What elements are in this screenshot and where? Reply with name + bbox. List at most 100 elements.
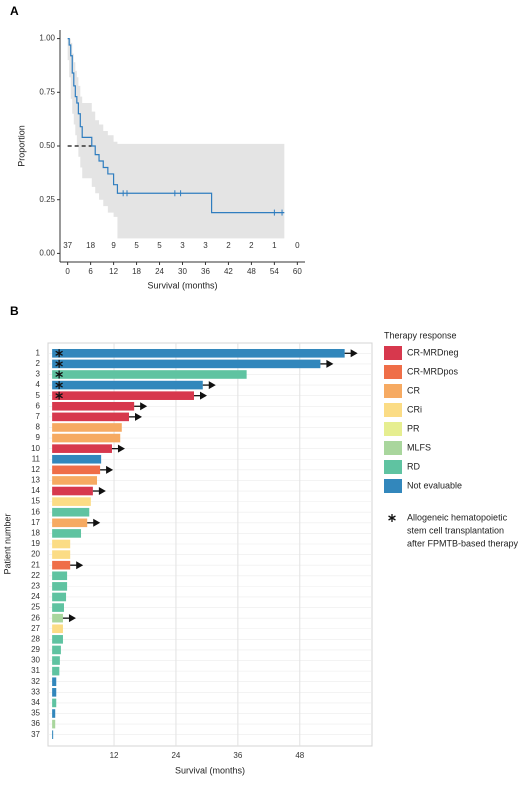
legend-transplant-label: stem cell transplantation <box>407 525 504 535</box>
bar <box>52 698 57 708</box>
bar <box>52 465 101 475</box>
at-risk-count: 3 <box>203 241 208 250</box>
legend-label: CRi <box>407 404 422 414</box>
at-risk-count: 2 <box>249 241 254 250</box>
legend-label: CR-MRDneg <box>407 347 459 357</box>
legend-swatch <box>384 422 402 436</box>
y-tick-label: 1 <box>36 348 41 357</box>
y-tick-label: 15 <box>31 497 40 506</box>
y-tick-label: 37 <box>31 730 40 739</box>
at-risk-count: 3 <box>180 241 185 250</box>
x-tick-label: 24 <box>171 751 180 760</box>
x-axis-title: Survival (months) <box>175 765 245 775</box>
y-axis-title: Patient number <box>2 513 12 574</box>
bar <box>52 412 129 422</box>
bar <box>52 677 57 687</box>
bar <box>52 592 67 602</box>
survival-curve <box>67 37 285 214</box>
y-tick-label: 0.75 <box>39 87 55 96</box>
bar <box>52 571 68 581</box>
legend-swatch <box>384 365 402 379</box>
y-tick-label: 0.50 <box>39 141 55 150</box>
legend-label: MLFS <box>407 442 431 452</box>
y-tick-label: 32 <box>31 677 40 686</box>
y-tick-label: 3 <box>36 370 41 379</box>
y-tick-label: 16 <box>31 507 40 516</box>
bar <box>52 486 93 496</box>
bar <box>52 423 122 432</box>
legend-swatch <box>384 403 402 417</box>
bar <box>52 507 90 517</box>
bar <box>52 348 345 358</box>
y-tick-label: 28 <box>31 634 40 643</box>
x-tick-label: 42 <box>224 267 233 276</box>
y-tick-label: 36 <box>31 719 40 728</box>
y-axis-title: Proportion <box>16 125 26 167</box>
transplant-marker <box>55 349 63 358</box>
at-risk-count: 1 <box>272 241 277 250</box>
bar <box>52 497 91 506</box>
y-tick-label: 25 <box>31 603 40 612</box>
y-tick-label: 0.00 <box>39 249 55 258</box>
y-tick-label: 8 <box>36 423 41 432</box>
x-tick-label: 12 <box>109 267 118 276</box>
x-axis-title: Survival (months) <box>147 280 217 290</box>
bar <box>52 635 63 644</box>
x-tick-label: 24 <box>155 267 164 276</box>
y-tick-label: 2 <box>36 359 41 368</box>
y-tick-label: 14 <box>31 486 40 495</box>
y-tick-label: 33 <box>31 687 40 696</box>
y-tick-label: 0.25 <box>39 195 55 204</box>
bar <box>52 709 56 718</box>
y-tick-label: 9 <box>36 433 41 442</box>
legend-swatch <box>384 384 402 398</box>
bar <box>52 359 321 369</box>
bar <box>52 656 60 665</box>
at-risk-count: 18 <box>86 241 95 250</box>
bar <box>52 454 102 464</box>
panel-label: B <box>10 304 19 318</box>
bar <box>52 391 195 400</box>
legend-label: RD <box>407 461 420 471</box>
at-risk-count: 9 <box>111 241 116 250</box>
ongoing-arrow-head <box>76 561 84 570</box>
at-risk-count: 2 <box>226 241 231 250</box>
x-tick-label: 36 <box>233 751 242 760</box>
bar <box>52 433 121 443</box>
y-tick-label: 1.00 <box>39 34 55 43</box>
y-tick-label: 27 <box>31 624 40 633</box>
ongoing-arrow-head <box>117 444 125 453</box>
legend-transplant-marker <box>388 514 396 522</box>
ongoing-arrow-head <box>140 402 148 411</box>
at-risk-count: 0 <box>295 241 300 250</box>
y-tick-label: 13 <box>31 476 40 485</box>
legend-swatch <box>384 460 402 474</box>
ongoing-arrow-head <box>93 518 101 527</box>
bar <box>52 603 64 612</box>
x-tick-label: 36 <box>201 267 210 276</box>
x-tick-label: 30 <box>178 267 187 276</box>
y-tick-label: 24 <box>31 592 40 601</box>
ongoing-arrow-head <box>208 381 216 390</box>
ongoing-arrow-head <box>106 465 114 474</box>
at-risk-count: 5 <box>134 241 139 250</box>
x-tick-label: 0 <box>65 267 70 276</box>
bar <box>52 719 56 729</box>
legend-swatch <box>384 346 402 360</box>
confidence-band <box>67 38 285 239</box>
y-tick-label: 26 <box>31 613 40 622</box>
ongoing-arrow-head <box>350 349 358 358</box>
bar <box>52 550 71 559</box>
x-tick-label: 6 <box>88 267 93 276</box>
at-risk-count: 37 <box>63 241 72 250</box>
y-tick-label: 6 <box>36 401 41 410</box>
y-tick-label: 29 <box>31 645 40 654</box>
y-tick-label: 18 <box>31 529 40 538</box>
y-tick-label: 35 <box>31 709 40 718</box>
bar <box>52 645 61 655</box>
transplant-marker <box>55 370 63 379</box>
y-tick-label: 34 <box>31 698 40 707</box>
transplant-marker <box>55 391 63 400</box>
y-tick-label: 17 <box>31 518 40 527</box>
